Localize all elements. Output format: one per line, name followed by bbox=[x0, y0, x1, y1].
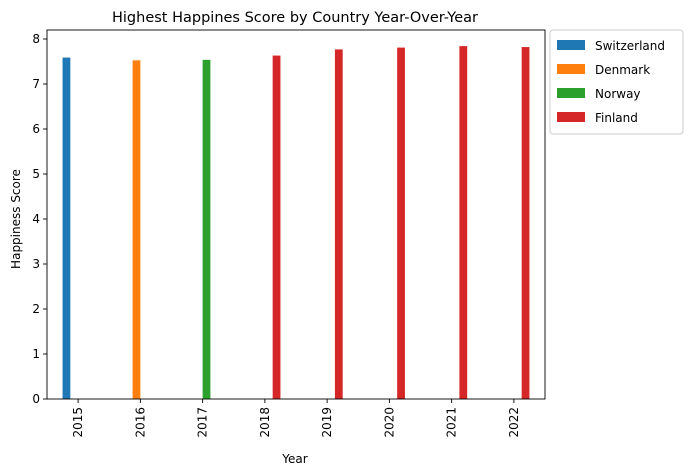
bar-finland-2021 bbox=[459, 46, 468, 400]
legend-label-switzerland: Switzerland bbox=[595, 39, 665, 53]
legend-swatch-switzerland bbox=[557, 40, 585, 50]
legend-swatch-norway bbox=[557, 88, 585, 98]
y-tick-label: 4 bbox=[32, 212, 40, 226]
x-tick-label-2020: 2020 bbox=[382, 407, 396, 438]
bar-finland-2022 bbox=[521, 47, 530, 400]
chart-title: Highest Happines Score by Country Year-O… bbox=[112, 10, 478, 26]
y-tick-label: 3 bbox=[32, 257, 40, 271]
plot-area: 0 1 2 3 4 5 6 7 8 2015 2016 2017 2018 2019 2020 2021 202… bbox=[32, 29, 546, 438]
y-tick-label: 7 bbox=[32, 77, 40, 91]
y-tick-label: 8 bbox=[32, 32, 40, 46]
legend-frame bbox=[549, 29, 684, 135]
x-tick-label-2018: 2018 bbox=[258, 407, 272, 438]
legend-label-finland: Finland bbox=[595, 111, 638, 125]
bar-switzerland-2015 bbox=[62, 57, 71, 399]
x-tick-label-2015: 2015 bbox=[71, 407, 85, 438]
y-tick-label: 6 bbox=[32, 122, 40, 136]
bar-finland-2018 bbox=[272, 55, 281, 400]
x-tick-label-2017: 2017 bbox=[196, 407, 210, 438]
y-tick-label: 2 bbox=[32, 302, 40, 316]
y-axis-label: Happiness Score bbox=[9, 169, 23, 269]
y-tick-label: 5 bbox=[32, 167, 40, 181]
y-tick-label: 0 bbox=[32, 392, 40, 406]
x-tick-label-2022: 2022 bbox=[507, 407, 521, 438]
x-axis-label: Year bbox=[281, 452, 307, 466]
x-tick-label-2021: 2021 bbox=[445, 407, 459, 438]
x-tick-label-2016: 2016 bbox=[133, 407, 147, 438]
y-tick-label: 1 bbox=[32, 347, 40, 361]
x-tick-label-2019: 2019 bbox=[320, 407, 334, 438]
bar-finland-2019 bbox=[334, 49, 343, 399]
legend-swatch-finland bbox=[557, 112, 585, 122]
legend-label-norway: Norway bbox=[595, 87, 641, 101]
plot-frame bbox=[46, 29, 546, 400]
legend-swatch-denmark bbox=[557, 64, 585, 74]
bar-finland-2020 bbox=[397, 47, 405, 400]
bar-denmark-2016 bbox=[132, 60, 141, 399]
bar-norway-2017 bbox=[202, 59, 211, 399]
legend-label-denmark: Denmark bbox=[595, 63, 650, 77]
legend: Switzerland Denmark Norway Finland bbox=[549, 29, 684, 135]
